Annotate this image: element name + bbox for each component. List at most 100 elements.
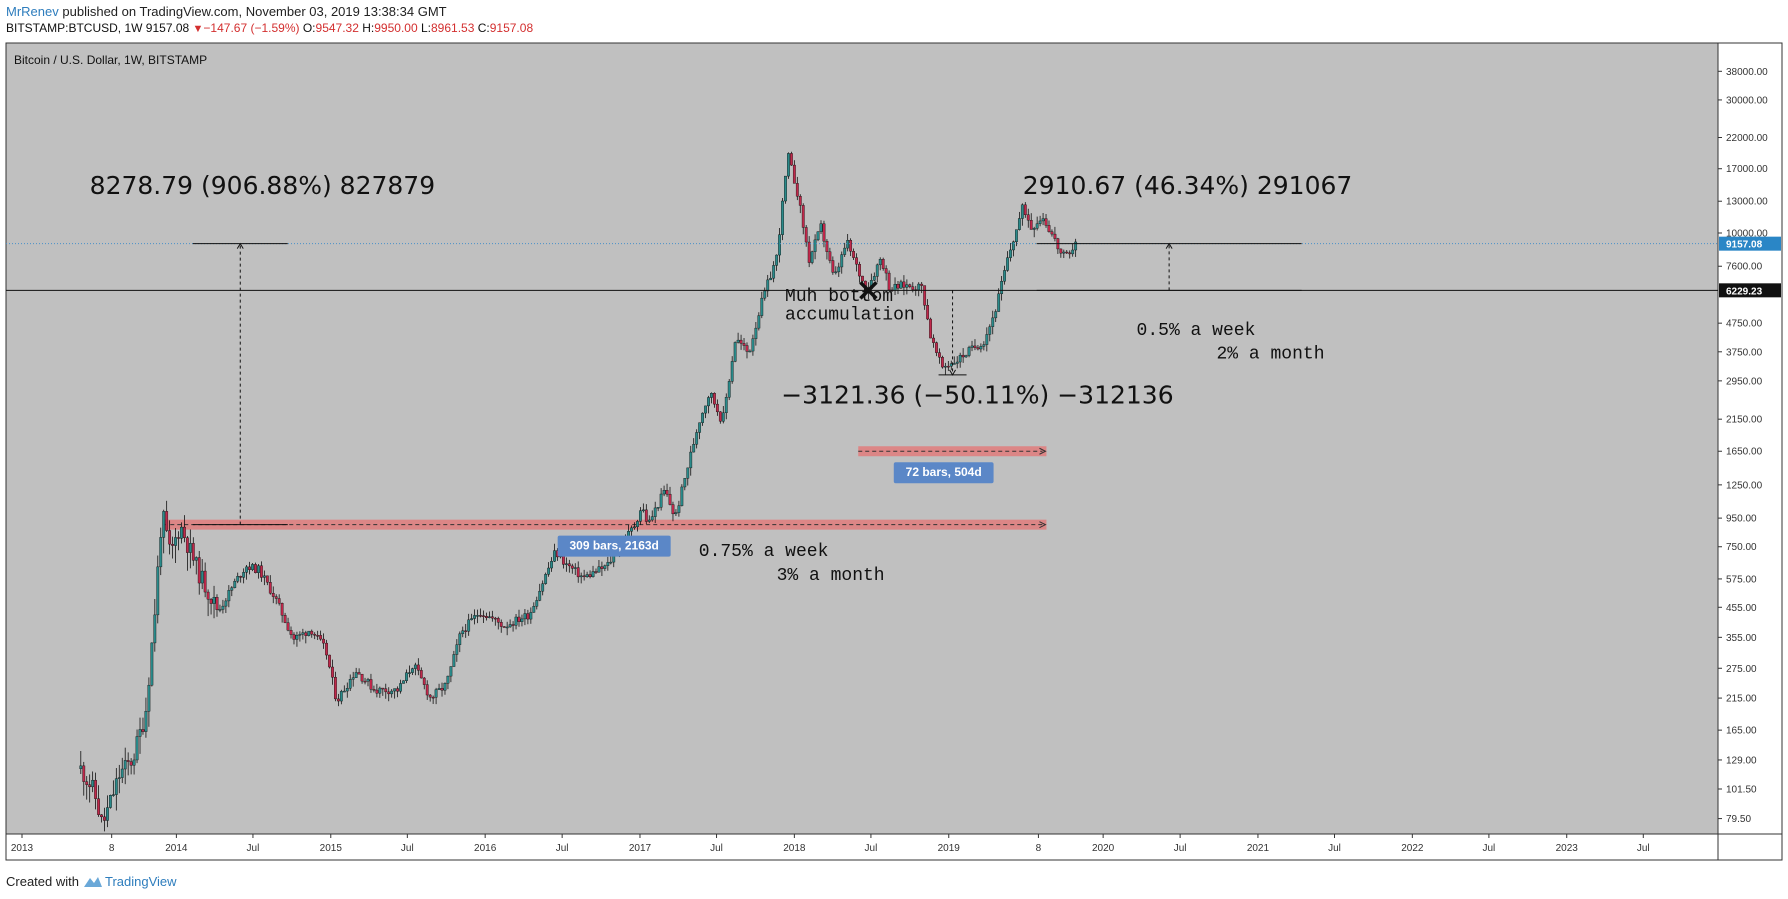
candle-body — [120, 768, 124, 778]
candle-body — [378, 687, 382, 694]
candle-body — [810, 251, 814, 263]
candle-body — [633, 526, 636, 529]
candle-body — [185, 537, 189, 553]
candle-body — [938, 352, 941, 358]
y-tick-label: 750.00 — [1726, 542, 1757, 553]
candle-body — [1071, 249, 1075, 255]
candle-body — [668, 493, 672, 505]
candle-body — [884, 268, 888, 274]
x-tick-label: 2015 — [320, 843, 343, 854]
y-tick-label: 2150.00 — [1726, 415, 1763, 426]
candle-body — [872, 276, 876, 281]
created-with-text: Created with — [6, 874, 79, 889]
candle-body — [141, 729, 145, 732]
candle-body — [781, 200, 784, 235]
candle-body — [674, 512, 678, 515]
high-value: 9950.00 — [374, 21, 418, 35]
candle-body — [704, 405, 707, 414]
tradingview-link[interactable]: TradingView — [83, 874, 177, 889]
candle-body — [932, 337, 935, 343]
y-tick-label: 30000.00 — [1726, 95, 1768, 106]
candle-body — [1074, 241, 1078, 251]
x-tick-label: Jul — [401, 843, 414, 854]
candle-body — [159, 537, 163, 568]
ohlc-legend: BITSTAMP:BTCUSD, 1W 9157.08 ▼−147.67 (−1… — [6, 21, 533, 35]
candle-body — [452, 654, 456, 667]
candle-body — [434, 689, 438, 698]
candle-body — [523, 613, 527, 620]
candle-body — [416, 664, 420, 671]
x-tick-label: 2021 — [1247, 843, 1270, 854]
candle-body — [274, 596, 278, 599]
candle-body — [609, 561, 613, 564]
candle-body — [265, 575, 269, 583]
candle-body — [88, 784, 92, 788]
candle-body — [85, 781, 89, 785]
candle-body — [988, 326, 992, 335]
candle-body — [239, 576, 243, 578]
candle-body — [132, 759, 136, 766]
candle-body — [858, 264, 861, 277]
candle-body — [757, 315, 761, 329]
candle-body — [1006, 257, 1009, 271]
y-tick-label: 950.00 — [1726, 514, 1757, 525]
candle-body — [582, 575, 586, 578]
author-link[interactable]: MrRenev — [6, 4, 59, 19]
low-value: 8961.53 — [431, 21, 475, 35]
candle-body — [778, 234, 781, 256]
candle-body — [606, 562, 610, 566]
candle-body — [79, 765, 83, 769]
candle-body — [109, 795, 112, 808]
candle-body — [499, 622, 503, 627]
candle-body — [550, 561, 553, 569]
candle-body — [117, 777, 121, 779]
candle-body — [111, 794, 115, 796]
x-tick-label: Jul — [865, 843, 878, 854]
candle-body — [532, 606, 536, 613]
candle-body — [473, 615, 476, 619]
candle-body — [203, 570, 207, 593]
candle-body — [997, 293, 1001, 312]
candle-body — [772, 265, 776, 279]
candle-body — [686, 467, 690, 479]
candle-body — [784, 175, 787, 202]
candle-body — [926, 305, 930, 320]
x-tick-label: Jul — [247, 843, 260, 854]
candle-body — [798, 196, 802, 206]
publish-text: published on TradingView.com, November 0… — [62, 4, 447, 19]
candle-body — [1041, 218, 1045, 222]
candle-body — [982, 344, 986, 347]
candle-body — [917, 283, 921, 291]
candle-body — [908, 284, 912, 287]
candle-body — [1009, 249, 1012, 258]
candle-body — [564, 563, 568, 565]
candle-body — [1023, 204, 1027, 215]
candle-body — [653, 507, 657, 517]
candle-body — [541, 583, 545, 592]
candle-body — [144, 711, 148, 732]
candle-body — [177, 537, 180, 539]
candle-body — [650, 516, 654, 521]
candle-body — [325, 642, 328, 656]
y-tick-label: 38000.00 — [1726, 67, 1768, 78]
y-tick-label: 101.50 — [1726, 784, 1757, 795]
candle-body — [464, 630, 468, 632]
candle-body — [437, 688, 441, 690]
candle-body — [967, 347, 971, 356]
candle-body — [236, 576, 240, 582]
x-tick-label: Jul — [1174, 843, 1187, 854]
candle-body — [94, 779, 97, 799]
candle-body — [206, 591, 210, 600]
x-tick-label: 2017 — [629, 843, 652, 854]
candle-body — [336, 698, 340, 702]
candle-body — [230, 587, 234, 591]
candle-body — [402, 680, 405, 684]
candle-body — [443, 683, 447, 691]
candle-body — [665, 490, 669, 495]
candle-body — [718, 411, 722, 422]
candle-body — [493, 617, 497, 620]
candle-body — [511, 624, 515, 626]
candle-body — [319, 635, 323, 640]
down-triangle-icon: ▼ — [192, 23, 204, 35]
